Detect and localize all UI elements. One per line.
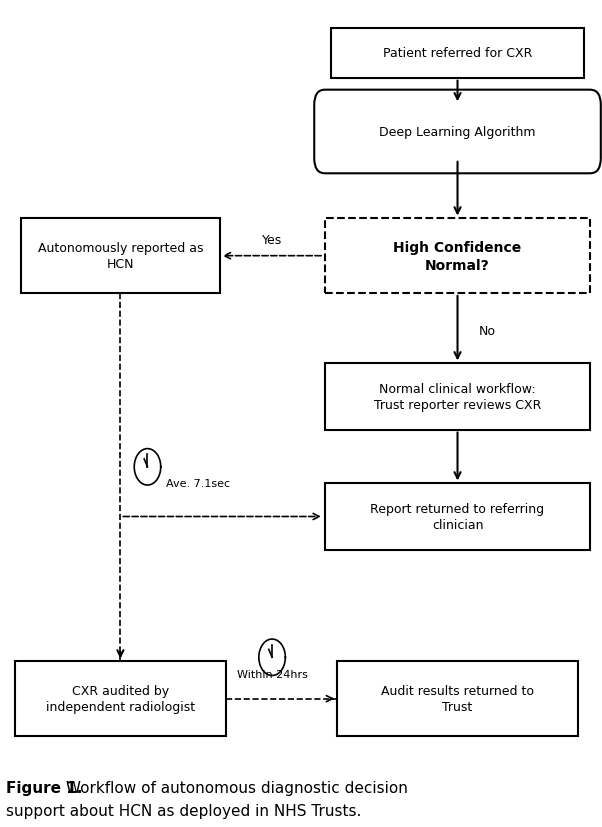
FancyBboxPatch shape: [325, 219, 590, 294]
FancyBboxPatch shape: [325, 364, 590, 430]
Text: Autonomously reported as
HCN: Autonomously reported as HCN: [38, 241, 203, 271]
FancyBboxPatch shape: [21, 219, 220, 294]
FancyBboxPatch shape: [331, 29, 584, 79]
Text: Report returned to referring
clinician: Report returned to referring clinician: [370, 502, 545, 532]
FancyBboxPatch shape: [337, 662, 578, 736]
Text: Deep Learning Algorithm: Deep Learning Algorithm: [379, 126, 536, 139]
Text: Audit results returned to
Trust: Audit results returned to Trust: [381, 684, 534, 714]
Text: Normal clinical workflow:
Trust reporter reviews CXR: Normal clinical workflow: Trust reporter…: [374, 382, 541, 412]
Text: Figure 1.: Figure 1.: [6, 780, 82, 795]
FancyBboxPatch shape: [325, 484, 590, 550]
Text: Patient referred for CXR: Patient referred for CXR: [383, 47, 532, 60]
Text: support about HCN as deployed in NHS Trusts.: support about HCN as deployed in NHS Tru…: [6, 803, 361, 818]
Text: Workflow of autonomous diagnostic decision: Workflow of autonomous diagnostic decisi…: [61, 780, 408, 795]
Text: CXR audited by
independent radiologist: CXR audited by independent radiologist: [46, 684, 195, 714]
Text: High Confidence
Normal?: High Confidence Normal?: [393, 241, 522, 272]
FancyBboxPatch shape: [314, 91, 601, 174]
Text: Yes: Yes: [262, 233, 282, 246]
Text: No: No: [479, 324, 495, 337]
Text: Within 24hrs: Within 24hrs: [237, 669, 308, 679]
Text: Ave. 7.1sec: Ave. 7.1sec: [166, 479, 230, 489]
FancyBboxPatch shape: [15, 662, 226, 736]
